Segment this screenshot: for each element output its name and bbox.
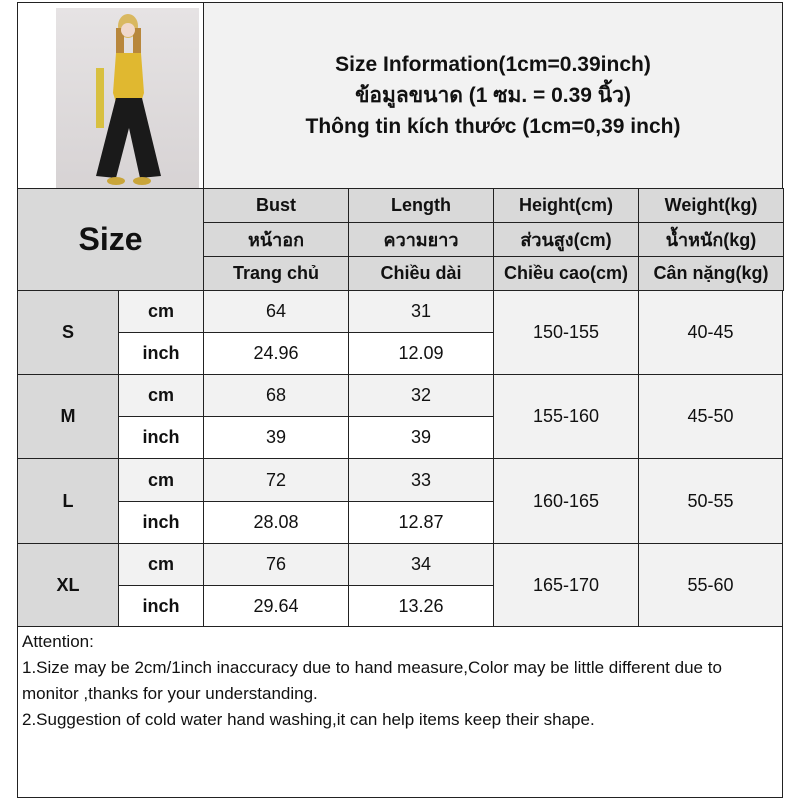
bust-cm: 64	[203, 290, 349, 333]
column-header: น้ำหนัก(kg)	[638, 222, 784, 257]
weight-range: 55-60	[638, 543, 783, 628]
weight-range: 45-50	[638, 374, 783, 459]
unit-inch: inch	[118, 416, 204, 459]
length-cm: 32	[348, 374, 494, 417]
title-vietnamese: Thông tin kích thước (1cm=0,39 inch)	[305, 115, 681, 138]
length-inch: 12.87	[348, 501, 494, 544]
column-header: Chiều cao(cm)	[493, 256, 639, 291]
column-header: Height(cm)	[493, 188, 639, 223]
product-photo	[56, 8, 199, 190]
size-label: L	[17, 458, 119, 544]
title-english: Size Information(1cm=0.39inch)	[335, 53, 651, 76]
bust-inch: 28.08	[203, 501, 349, 544]
column-header: Cân nặng(kg)	[638, 256, 784, 291]
size-label: S	[17, 290, 119, 375]
column-header: Bust	[203, 188, 349, 223]
unit-inch: inch	[118, 585, 204, 628]
weight-range: 50-55	[638, 458, 783, 544]
attention-notes: Attention: 1.Size may be 2cm/1inch inacc…	[17, 626, 783, 798]
column-header: Trang chủ	[203, 256, 349, 291]
height-range: 150-155	[493, 290, 639, 375]
bust-cm: 76	[203, 543, 349, 586]
column-header: Chiều dài	[348, 256, 494, 291]
column-header: หน้าอก	[203, 222, 349, 257]
size-label: M	[17, 374, 119, 459]
bust-cm: 68	[203, 374, 349, 417]
weight-range: 40-45	[638, 290, 783, 375]
length-inch: 12.09	[348, 332, 494, 375]
title-thai: ข้อมูลขนาด (1 ซม. = 0.39 นิ้ว)	[355, 84, 631, 107]
height-range: 155-160	[493, 374, 639, 459]
size-label: XL	[17, 543, 119, 628]
unit-inch: inch	[118, 501, 204, 544]
attention-note-1: 1.Size may be 2cm/1inch inaccuracy due t…	[22, 658, 722, 703]
bust-cm: 72	[203, 458, 349, 502]
height-range: 160-165	[493, 458, 639, 544]
size-info-title: Size Information(1cm=0.39inch) ข้อมูลขนา…	[203, 2, 783, 189]
attention-heading: Attention:	[22, 632, 94, 651]
length-inch: 39	[348, 416, 494, 459]
column-header: Length	[348, 188, 494, 223]
bust-inch: 24.96	[203, 332, 349, 375]
attention-note-2: 2.Suggestion of cold water hand washing,…	[22, 710, 595, 729]
column-header: Weight(kg)	[638, 188, 784, 223]
height-range: 165-170	[493, 543, 639, 628]
length-inch: 13.26	[348, 585, 494, 628]
unit-inch: inch	[118, 332, 204, 375]
unit-cm: cm	[118, 290, 204, 333]
product-photo-cell	[17, 2, 204, 190]
unit-cm: cm	[118, 458, 204, 502]
column-header: ความยาว	[348, 222, 494, 257]
column-header: ส่วนสูง(cm)	[493, 222, 639, 257]
unit-cm: cm	[118, 374, 204, 417]
bust-inch: 39	[203, 416, 349, 459]
size-header: Size	[17, 188, 204, 291]
length-cm: 34	[348, 543, 494, 586]
length-cm: 33	[348, 458, 494, 502]
unit-cm: cm	[118, 543, 204, 586]
bust-inch: 29.64	[203, 585, 349, 628]
length-cm: 31	[348, 290, 494, 333]
